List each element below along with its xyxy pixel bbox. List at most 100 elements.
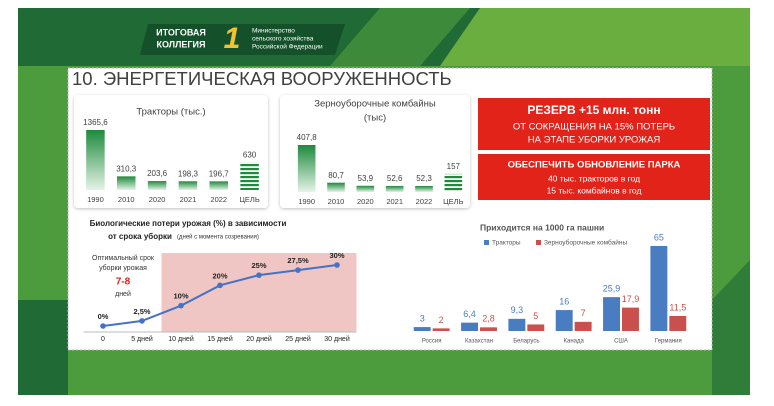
- callout-text: ОТ СОКРАЩЕНИЯ НА 15% ПОТЕРЬ: [513, 122, 675, 133]
- x-tick-label: 2020: [357, 197, 374, 206]
- callout-heading: ОБЕСПЕЧИТЬ ОБНОВЛЕНИЕ ПАРКА: [508, 160, 681, 171]
- legend-swatch: [536, 240, 541, 245]
- value-label: 10%: [173, 292, 188, 301]
- legend-swatch: [484, 240, 489, 245]
- slide-title: 10. ЭНЕРГЕТИЧЕСКАЯ ВООРУЖЕННОСТЬ: [72, 68, 452, 89]
- corner: [712, 260, 750, 395]
- callout-box: [478, 154, 710, 200]
- value-label: 16: [559, 296, 569, 306]
- bar: [432, 328, 450, 331]
- chart-subtitle: (дней с момента созревания): [177, 234, 259, 241]
- x-tick-label: 1990: [298, 197, 315, 206]
- x-tick-label: ЦЕЛЬ: [443, 197, 463, 206]
- point: [217, 282, 223, 289]
- bar: [86, 130, 105, 190]
- x-tick-label: США: [614, 339, 628, 345]
- callout-text: 40 тыс. тракторов в год: [548, 173, 640, 183]
- annotation-value: 7-8: [116, 277, 131, 288]
- value-label: 53,9: [358, 174, 374, 183]
- value-label: 80,7: [328, 171, 344, 180]
- chart-title: от срока уборки: [108, 232, 172, 241]
- bar: [480, 327, 497, 331]
- x-tick-label: 20 дней: [246, 335, 272, 343]
- point: [100, 323, 106, 329]
- annotation: уборки урожая: [99, 264, 147, 272]
- x-tick-label: 0: [101, 336, 105, 343]
- value-label: 157: [447, 162, 461, 171]
- bar: [555, 310, 573, 331]
- value-label: 65: [654, 232, 664, 242]
- x-tick-label: 30 дней: [324, 335, 350, 343]
- value-label: 6,4: [463, 309, 476, 319]
- value-label: 7: [581, 308, 586, 318]
- value-label: 25,9: [603, 284, 621, 294]
- value-label: 630: [243, 150, 257, 159]
- x-tick-label: Беларусь: [513, 339, 539, 345]
- chart-title: Тракторы (тыс.): [136, 107, 205, 118]
- annotation-unit: дней: [115, 290, 131, 298]
- bar: [415, 185, 433, 192]
- bar: [574, 321, 592, 331]
- value-label: 1365,6: [83, 118, 108, 127]
- x-tick-label: Россия: [422, 339, 442, 345]
- x-tick-label: 5 дней: [131, 335, 153, 343]
- ministry-text: Российской Федерации: [252, 43, 323, 51]
- value-label: 52,3: [416, 174, 432, 183]
- ministry-text: Министерство: [252, 28, 295, 35]
- x-tick-label: 2010: [118, 195, 135, 204]
- x-tick-label: 2021: [386, 197, 403, 206]
- bar: [669, 315, 687, 331]
- value-label: 0%: [98, 312, 109, 321]
- chart-title: Биологические потери урожая (%) в зависи…: [90, 219, 287, 228]
- callout-box: [478, 98, 710, 150]
- logo-text: КОЛЛЕГИЯ: [157, 39, 206, 49]
- x-tick-label: 1990: [87, 195, 104, 204]
- point: [178, 302, 184, 309]
- bar: [413, 327, 431, 331]
- annotation: Оптимальный срок: [92, 254, 155, 262]
- value-label: 52,6: [387, 174, 403, 183]
- legend-label: Зерноуборочные комбайны: [544, 239, 627, 247]
- value-label: 203,6: [147, 169, 168, 178]
- bar: [297, 145, 316, 192]
- value-label: 9,3: [511, 305, 524, 315]
- x-tick-label: Казахстан: [465, 339, 493, 345]
- chart-title: Зерноуборочные комбайны: [314, 99, 436, 110]
- value-label: 11,5: [669, 302, 686, 312]
- bar: [327, 182, 345, 192]
- logo-banner: [140, 24, 345, 55]
- x-tick-label: 10 дней: [168, 335, 194, 343]
- value-label: 3: [420, 313, 425, 323]
- bar: [444, 173, 463, 192]
- value-label: 5: [533, 311, 538, 321]
- x-tick-label: Германия: [655, 339, 682, 345]
- bar: [385, 185, 404, 192]
- chart-title: (тыс): [364, 113, 386, 124]
- callout-text: НА ЭТАПЕ УБОРКИ УРОЖАЯ: [528, 135, 661, 146]
- point: [295, 267, 301, 273]
- bar: [650, 246, 668, 331]
- x-tick-label: 25 дней: [285, 335, 311, 343]
- point: [139, 318, 145, 324]
- bar: [240, 162, 259, 190]
- bar: [603, 297, 620, 331]
- value-label: 2,8: [482, 314, 495, 324]
- bar: [527, 324, 545, 331]
- chart-title: Приходится на 1000 га пашни: [480, 222, 604, 232]
- point: [256, 272, 262, 278]
- value-label: 30%: [329, 251, 344, 260]
- stripe: [330, 8, 470, 66]
- value-label: 407,8: [297, 133, 318, 142]
- logo-number: 1: [224, 22, 241, 55]
- corner: [18, 300, 68, 395]
- bar: [508, 318, 526, 331]
- x-tick-label: ЦЕЛЬ: [239, 195, 259, 204]
- value-label: 2: [439, 315, 444, 325]
- value-label: 198,3: [178, 169, 199, 178]
- bar: [461, 322, 478, 331]
- bar: [209, 181, 228, 190]
- bar: [117, 176, 136, 190]
- card: [280, 95, 470, 208]
- bar: [622, 307, 639, 331]
- x-tick-label: 2022: [210, 195, 227, 204]
